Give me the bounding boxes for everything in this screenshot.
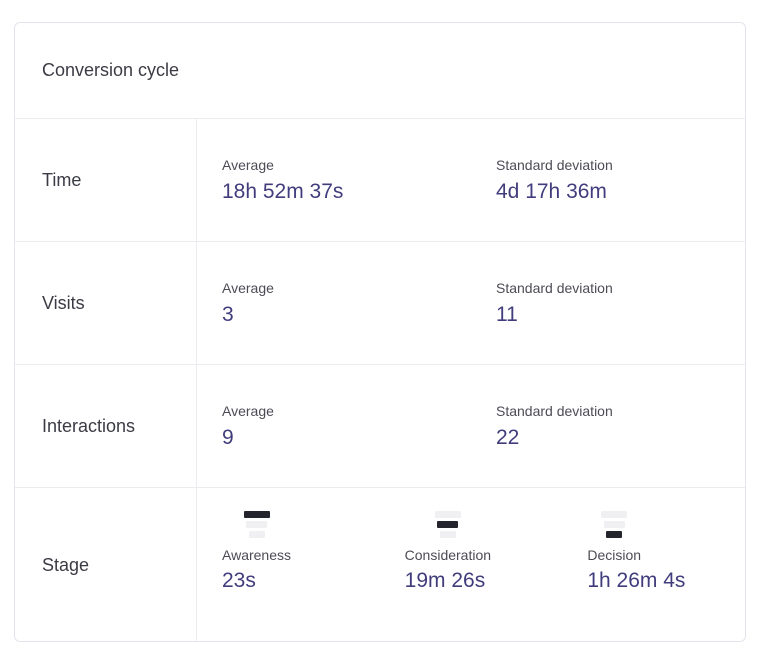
- funnel-middle-segment-icon: [434, 511, 461, 538]
- stage-cells: Awareness 23s Consideration 19m 26s: [197, 488, 745, 641]
- stage-consideration-head: Consideration: [405, 511, 491, 563]
- row-visits-metrics: Average 3 Standard deviation 11: [197, 242, 745, 364]
- funnel-bottom-segment-icon: [601, 511, 628, 538]
- funnel-top-segment-icon: [243, 511, 270, 538]
- visits-average-label: Average: [222, 279, 274, 296]
- stage-awareness-head: Awareness: [222, 511, 291, 563]
- time-std-cell: Standard deviation 4d 17h 36m: [471, 119, 745, 241]
- conversion-cycle-card: Conversion cycle Time Average 18h 52m 37…: [14, 22, 746, 642]
- row-time-metrics: Average 18h 52m 37s Standard deviation 4…: [197, 119, 745, 241]
- card-title: Conversion cycle: [42, 60, 180, 80]
- interactions-average-label: Average: [222, 402, 274, 419]
- row-stage: Stage Awareness 23s Consideration: [15, 487, 745, 641]
- row-visits: Visits Average 3 Standard deviation 11: [15, 241, 745, 364]
- row-visits-label: Visits: [15, 242, 197, 364]
- stage-consideration-cell: Consideration 19m 26s: [380, 488, 563, 641]
- time-std-label: Standard deviation: [496, 156, 613, 173]
- visits-std-cell: Standard deviation 11: [471, 242, 745, 364]
- stage-consideration-label: Consideration: [404, 547, 492, 563]
- stage-decision-cell: Decision 1h 26m 4s: [562, 488, 745, 641]
- interactions-std-cell: Standard deviation 22: [471, 365, 745, 487]
- stage-awareness-label: Awareness: [222, 547, 292, 563]
- interactions-average-value: 9: [222, 425, 234, 449]
- stage-consideration-value: 19m 26s: [404, 569, 486, 592]
- row-interactions-label: Interactions: [15, 365, 197, 487]
- stage-decision-label: Decision: [587, 547, 642, 563]
- stage-awareness-value: 23s: [222, 569, 256, 592]
- row-interactions: Interactions Average 9 Standard deviatio…: [15, 364, 745, 487]
- time-average-cell: Average 18h 52m 37s: [197, 119, 471, 241]
- row-time-label: Time: [15, 119, 197, 241]
- visits-std-value: 11: [496, 302, 518, 326]
- stage-decision-head: Decision: [587, 511, 641, 563]
- visits-average-cell: Average 3: [197, 242, 471, 364]
- row-stage-label: Stage: [15, 488, 197, 641]
- visits-average-value: 3: [222, 302, 234, 326]
- interactions-average-cell: Average 9: [197, 365, 471, 487]
- time-average-label: Average: [222, 156, 274, 173]
- stage-decision-value: 1h 26m 4s: [587, 569, 686, 592]
- time-average-value: 18h 52m 37s: [222, 179, 344, 203]
- row-time: Time Average 18h 52m 37s Standard deviat…: [15, 118, 745, 241]
- stage-awareness-cell: Awareness 23s: [197, 488, 380, 641]
- row-interactions-metrics: Average 9 Standard deviation 22: [197, 365, 745, 487]
- interactions-std-value: 22: [496, 425, 520, 449]
- interactions-std-label: Standard deviation: [496, 402, 613, 419]
- card-header: Conversion cycle: [15, 23, 745, 118]
- visits-std-label: Standard deviation: [496, 279, 613, 296]
- time-std-value: 4d 17h 36m: [496, 179, 607, 203]
